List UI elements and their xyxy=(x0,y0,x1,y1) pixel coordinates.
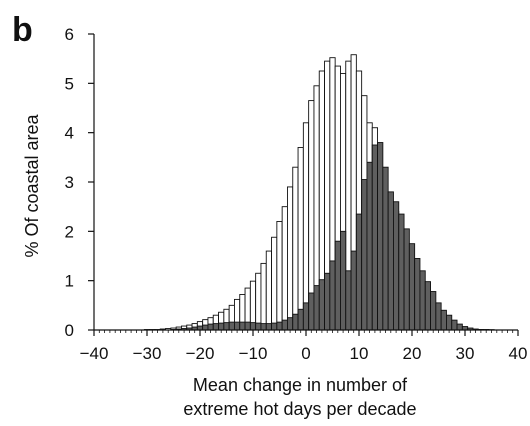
x-axis-title-line-1: Mean change in number of xyxy=(193,375,408,395)
y-tick-label: 2 xyxy=(65,222,74,241)
filled-bar xyxy=(281,319,288,331)
filled-bar xyxy=(212,323,220,331)
filled-bar xyxy=(313,285,320,331)
filled-bar xyxy=(202,324,209,331)
x-tick-label: 0 xyxy=(301,344,310,363)
filled-bar xyxy=(302,302,310,331)
filled-bar xyxy=(350,250,357,331)
filled-bar xyxy=(382,166,389,331)
open-bar xyxy=(302,122,310,331)
filled-bar xyxy=(334,240,341,331)
filled-bar xyxy=(440,309,447,331)
y-tick-label: 4 xyxy=(65,124,74,143)
x-tick-label: −30 xyxy=(133,344,162,363)
y-tick-label: 3 xyxy=(65,173,74,192)
filled-bar xyxy=(207,323,214,331)
filled-bar xyxy=(239,321,246,331)
filled-bar xyxy=(446,314,453,331)
panel-label: b xyxy=(12,11,33,49)
filled-bar xyxy=(366,161,373,331)
filled-bar xyxy=(355,213,363,331)
filled-bar xyxy=(233,321,241,331)
filled-bar xyxy=(271,322,278,331)
filled-bar xyxy=(265,323,273,331)
filled-bar xyxy=(456,323,463,331)
open-bar xyxy=(292,166,299,331)
bars-group xyxy=(143,54,495,331)
open-bar xyxy=(281,206,288,331)
filled-bar xyxy=(318,279,326,331)
open-bar xyxy=(276,221,283,331)
x-tick-label: −20 xyxy=(186,344,215,363)
filled-bar xyxy=(329,260,336,331)
filled-bar xyxy=(430,291,437,331)
filled-bar xyxy=(308,292,315,331)
filled-bar xyxy=(255,322,262,331)
filled-bar xyxy=(361,179,368,331)
filled-bar xyxy=(377,142,384,331)
filled-bar xyxy=(228,321,235,331)
filled-bar xyxy=(249,322,257,331)
filled-bar xyxy=(223,322,230,331)
filled-bar xyxy=(419,270,426,331)
filled-bar xyxy=(393,201,400,331)
filled-bar xyxy=(218,322,225,331)
filled-bar xyxy=(244,321,251,331)
y-tick-label: 0 xyxy=(65,321,74,340)
filled-bar xyxy=(297,308,304,331)
open-bar xyxy=(265,250,273,331)
y-tick-label: 6 xyxy=(65,25,74,44)
x-tick-label: −10 xyxy=(239,344,268,363)
filled-bar xyxy=(260,323,267,331)
filled-bar xyxy=(324,272,331,331)
axes-group: 0 1 2 3 4 5 6 −40 −30 −20 −10 0 10 20 30 40 xyxy=(65,25,528,363)
x-tick-label: 10 xyxy=(350,344,369,363)
filled-bar xyxy=(387,191,394,331)
filled-bar xyxy=(451,319,458,331)
filled-bar xyxy=(408,243,416,331)
filled-bar xyxy=(371,144,379,331)
filled-bar xyxy=(414,258,421,331)
x-tick-label: 20 xyxy=(403,344,422,363)
filled-bar xyxy=(292,313,299,331)
x-tick-label: 40 xyxy=(509,344,528,363)
filled-bar xyxy=(287,317,294,331)
open-bar xyxy=(271,236,278,331)
y-tick-label: 1 xyxy=(65,272,74,291)
filled-bar xyxy=(403,228,410,331)
y-tick-label: 5 xyxy=(65,74,74,93)
filled-bar xyxy=(276,321,283,331)
filled-bar xyxy=(435,302,442,331)
x-tick-label: −40 xyxy=(80,344,109,363)
x-axis-title-line-2: extreme hot days per decade xyxy=(183,399,416,419)
filled-bar xyxy=(398,213,405,331)
filled-bar xyxy=(340,230,347,331)
y-axis-title: % Of coastal area xyxy=(22,113,42,257)
open-bar xyxy=(287,186,294,331)
open-bar xyxy=(297,147,304,331)
open-bar xyxy=(255,272,262,331)
open-bar xyxy=(260,262,267,331)
filled-bar xyxy=(424,281,432,331)
filled-bar xyxy=(345,270,352,331)
x-tick-label: 30 xyxy=(456,344,475,363)
